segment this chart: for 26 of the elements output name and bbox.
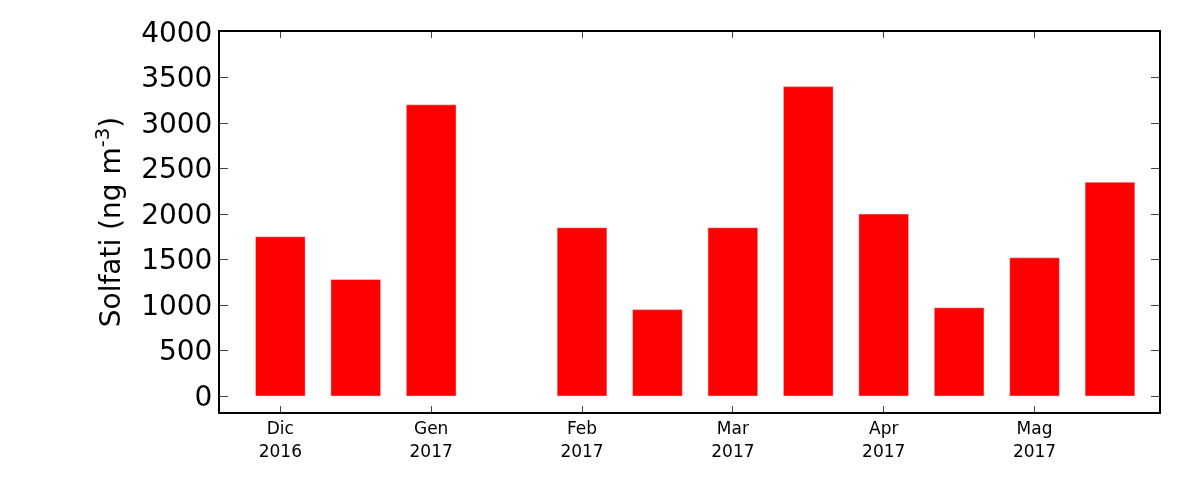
bar: [330, 279, 381, 397]
x-tick-label: Feb 2017: [560, 418, 604, 461]
bar: [255, 236, 306, 397]
y-tick-label: 2500: [141, 152, 213, 186]
y-tick-label: 0: [194, 379, 213, 413]
bar: [933, 307, 985, 397]
y-tick-label: 3000: [141, 106, 213, 140]
x-tick-label: Dic 2016: [258, 418, 302, 461]
bar: [1084, 181, 1136, 397]
bar: [783, 86, 834, 397]
bar: [632, 309, 683, 397]
bar: [406, 104, 457, 397]
y-tick-label: 3500: [141, 61, 213, 95]
y-tick-label: 2000: [141, 197, 213, 231]
y-tick-label: 1000: [141, 288, 213, 322]
bar: [707, 227, 759, 397]
y-tick-label: 1500: [141, 243, 213, 277]
y-tick-label: 4000: [141, 15, 213, 49]
x-tick-label: Mar 2017: [711, 418, 755, 461]
x-tick-label: Gen 2017: [409, 418, 453, 461]
y-tick-label: 500: [158, 334, 213, 368]
x-tick-label: Mag 2017: [1012, 418, 1057, 461]
bar: [858, 213, 909, 397]
bar: [1009, 257, 1060, 397]
bar: [556, 227, 608, 397]
x-tick-label: Apr 2017: [862, 418, 906, 461]
